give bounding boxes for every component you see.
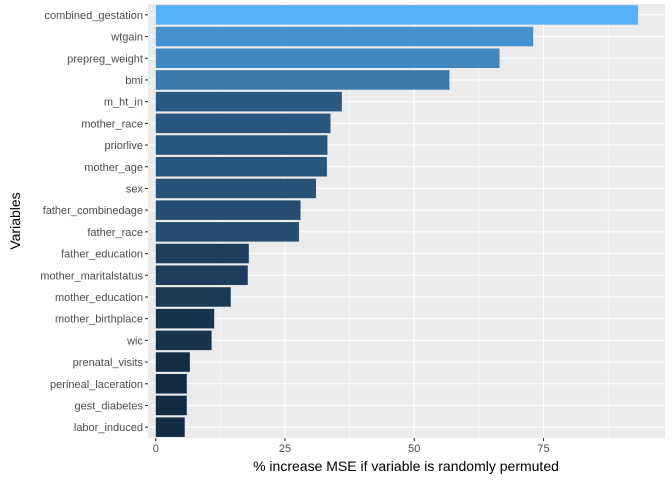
y-tick-label: perineal_laceration [50,379,143,391]
bar-combined_gestation [155,5,639,25]
y-tick-label: father_race [87,227,143,239]
bar-wic [155,330,212,351]
y-tick-label: father_combinedage [43,205,143,217]
y-tick-label: m_ht_in [104,97,143,109]
bar-wtgain [155,26,534,47]
y-axis-title: Variables [7,192,23,249]
bar-mother_maritalstatus [155,265,248,286]
x-axis-ticks: 0 25 50 75 [153,438,550,455]
y-tick-label: gest_diabetes [75,400,144,412]
bar-father_combinedage [155,200,301,220]
bar-prenatal_visits [155,352,190,372]
y-tick-label: wic [126,335,143,347]
bar-perineal_laceration [155,373,187,394]
bar-bmi [155,70,450,90]
bar-mother_birthplace [155,308,215,329]
bar-labor_induced [155,417,185,437]
y-tick-label: bmi [125,75,143,87]
bar-mother_race [155,113,331,134]
bar-sex [155,178,317,199]
x-axis-title: % increase MSE if variable is randomly p… [253,458,559,474]
x-tick-label: 25 [279,443,291,455]
panel-background [148,4,665,438]
y-tick-label: prepreg_weight [67,53,143,65]
bar-prepreg_weight [155,48,500,69]
bar-m_ht_in [155,91,342,112]
y-tick-label: mother_birthplace [55,314,143,326]
y-tick-label: prenatal_visits [73,357,144,369]
y-tick-label: labor_induced [74,422,143,434]
x-tick-label: 50 [408,443,420,455]
y-tick-label: mother_age [84,162,143,174]
bar-father_race [155,222,299,242]
y-tick-label: wtgain [110,32,143,44]
y-tick-label: mother_race [81,118,143,130]
y-tick-label: mother_education [55,292,143,304]
bar-father_education [155,243,249,264]
bar-mother_age [155,156,327,177]
y-tick-label: mother_maritalstatus [40,270,143,282]
bar-gest_diabetes [155,395,187,416]
y-tick-label: priorlive [104,140,143,152]
y-tick-label: sex [126,183,144,195]
y-tick-label: combined_gestation [45,10,143,22]
bars [155,5,639,437]
bar-mother_education [155,287,231,307]
x-tick-label: 0 [153,443,159,455]
bar-priorlive [155,135,328,155]
x-tick-label: 75 [537,443,549,455]
y-tick-label: father_education [61,249,143,261]
